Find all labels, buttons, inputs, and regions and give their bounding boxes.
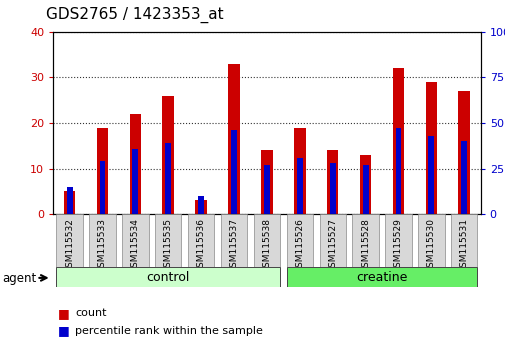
Bar	[162, 96, 174, 214]
Bar	[89, 214, 115, 267]
Bar	[395, 129, 400, 214]
Bar	[165, 143, 171, 214]
Bar	[99, 161, 105, 214]
Bar	[425, 82, 436, 214]
Bar	[296, 158, 302, 214]
Bar	[286, 267, 477, 287]
Bar	[122, 214, 148, 267]
Bar	[286, 214, 312, 267]
Bar	[132, 149, 138, 214]
Text: GSM115532: GSM115532	[65, 218, 74, 273]
Bar	[64, 192, 75, 214]
Text: control: control	[146, 270, 189, 284]
Bar	[220, 214, 246, 267]
Bar	[198, 196, 204, 214]
Bar	[428, 136, 433, 214]
Bar	[385, 214, 411, 267]
Text: ■: ■	[58, 307, 70, 320]
Bar	[96, 127, 108, 214]
Bar	[67, 187, 72, 214]
Bar	[195, 200, 207, 214]
Bar	[129, 114, 141, 214]
Text: GSM115530: GSM115530	[426, 218, 435, 273]
Text: GSM115533: GSM115533	[98, 218, 107, 273]
Bar	[253, 214, 279, 267]
Bar	[326, 150, 338, 214]
Text: GSM115536: GSM115536	[196, 218, 205, 273]
Bar	[57, 214, 83, 267]
Text: count: count	[75, 308, 106, 318]
Text: ■: ■	[58, 325, 70, 337]
Bar	[261, 150, 272, 214]
Bar	[188, 214, 214, 267]
Bar	[450, 214, 476, 267]
Text: GSM115531: GSM115531	[459, 218, 468, 273]
Bar	[362, 165, 368, 214]
Text: GSM115526: GSM115526	[295, 218, 304, 273]
Bar	[458, 91, 469, 214]
Bar	[293, 127, 305, 214]
Bar	[228, 64, 239, 214]
Bar	[392, 68, 403, 214]
Text: GSM115537: GSM115537	[229, 218, 238, 273]
Bar	[155, 214, 181, 267]
Text: percentile rank within the sample: percentile rank within the sample	[75, 326, 262, 336]
Text: GDS2765 / 1423353_at: GDS2765 / 1423353_at	[45, 7, 223, 23]
Text: GSM115538: GSM115538	[262, 218, 271, 273]
Text: GSM115535: GSM115535	[164, 218, 172, 273]
Bar	[417, 214, 443, 267]
Bar	[359, 155, 371, 214]
Bar	[57, 267, 280, 287]
Bar	[264, 165, 269, 214]
Text: GSM115528: GSM115528	[361, 218, 369, 273]
Bar	[231, 130, 236, 214]
Bar	[461, 141, 466, 214]
Bar	[351, 214, 378, 267]
Bar	[319, 214, 345, 267]
Text: GSM115534: GSM115534	[131, 218, 139, 273]
Bar	[329, 163, 335, 214]
Text: agent: agent	[3, 272, 37, 285]
Text: creatine: creatine	[356, 270, 407, 284]
Text: GSM115527: GSM115527	[328, 218, 336, 273]
Text: GSM115529: GSM115529	[393, 218, 402, 273]
